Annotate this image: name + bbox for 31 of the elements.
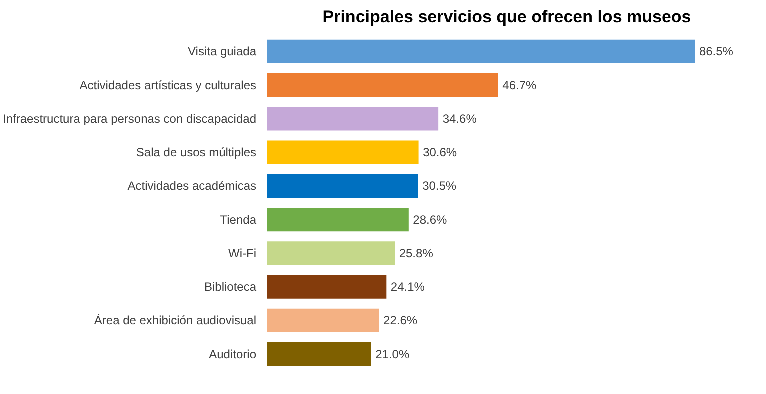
bar <box>268 342 372 366</box>
y-tick-label: Infraestructura para personas con discapacidad <box>3 112 256 126</box>
bar <box>268 208 409 232</box>
bar <box>268 74 498 98</box>
bar <box>268 107 439 131</box>
data-label: 22.6% <box>384 314 418 328</box>
bar <box>268 174 418 198</box>
data-label: 46.7% <box>502 78 538 92</box>
y-tick-label: Actividades artísticas y culturales <box>80 78 257 92</box>
data-label: 86.5% <box>699 44 734 59</box>
data-label: 30.6% <box>423 146 458 160</box>
data-label: 34.6% <box>442 112 478 126</box>
data-label: 24.1% <box>390 280 426 294</box>
y-tick-label: Actividades académicas <box>128 179 257 194</box>
bar <box>268 308 380 332</box>
y-tick-label: Tienda <box>220 212 257 227</box>
bar <box>268 242 396 266</box>
data-label: 25.8% <box>399 246 434 260</box>
y-tick-label: Wi-Fi <box>228 246 256 260</box>
data-label: 21.0% <box>376 347 410 362</box>
y-tick-label: Área de exhibición audiovisual <box>94 314 257 328</box>
y-tick-label: Biblioteca <box>204 280 257 294</box>
data-label: 30.5% <box>422 179 457 194</box>
y-tick-label: Sala de usos múltiples <box>136 146 257 160</box>
bar <box>268 40 696 64</box>
y-tick-label: Auditorio <box>209 347 257 362</box>
chart-title: Principales servicios que ofrecen los museos <box>322 8 692 26</box>
y-tick-label: Visita guiada <box>188 44 257 59</box>
data-label: 28.6% <box>413 212 448 227</box>
bar <box>268 275 387 299</box>
bar <box>268 140 419 164</box>
